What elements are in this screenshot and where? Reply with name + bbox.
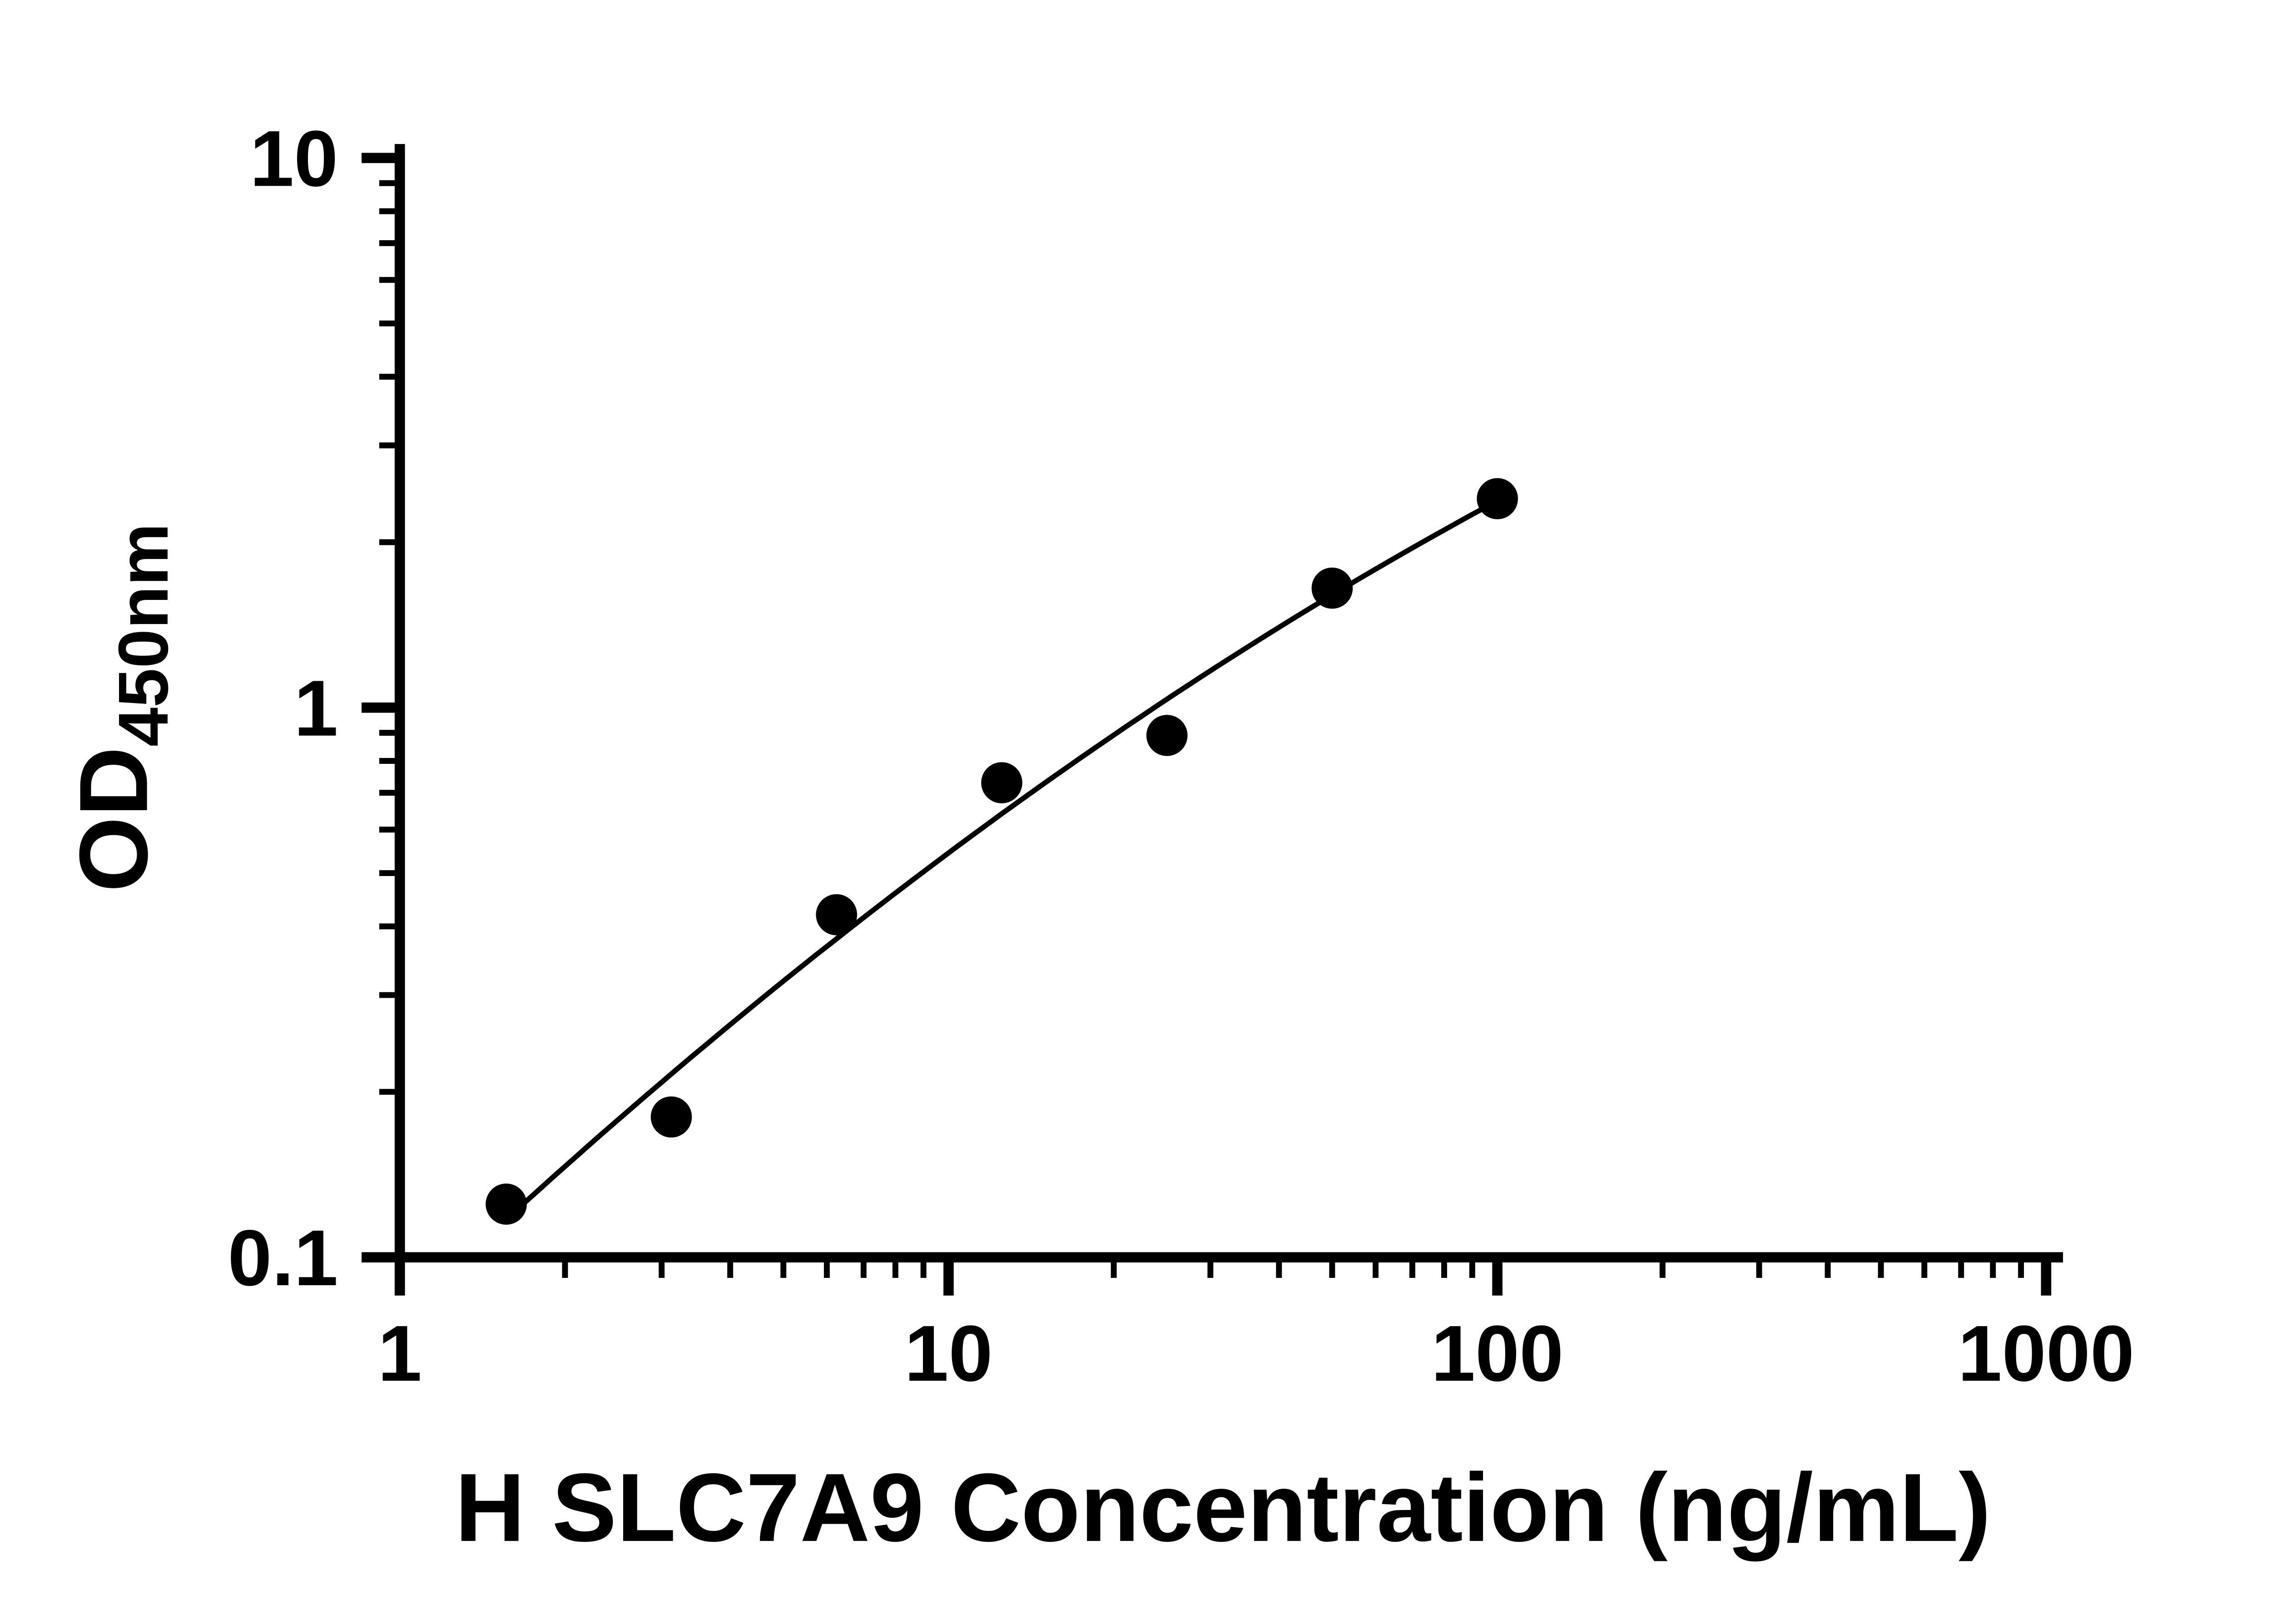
elisa-standard-curve-chart: 1 10 100 1000 0.1 1 10 H SLC7A9 Concentration… [0,10,2271,1614]
y-tick-label: 1 [294,664,338,753]
y-axis-tick-labels: 0.1 1 10 [228,114,338,1302]
y-axis-title-main: OD [60,747,168,892]
data-point [486,1183,527,1225]
data-point [981,762,1022,803]
x-tick-label: 10 [904,1309,992,1398]
x-axis-tick-labels: 1 10 100 1000 [378,1309,2135,1398]
x-tick-label: 1000 [1958,1309,2134,1398]
y-tick-label: 10 [250,114,338,203]
data-point [1477,478,1518,520]
y-axis-title: OD450nm [60,523,183,892]
data-points [486,478,1518,1225]
data-point [1146,715,1188,756]
data-point [650,1096,692,1138]
y-tick-label: 0.1 [228,1214,338,1302]
y-axis-title-subscript: 450nm [104,523,183,747]
x-axis-ticks [394,1257,2052,1296]
x-tick-label: 100 [1431,1309,1564,1398]
chart-canvas: 1 10 100 1000 0.1 1 10 H SLC7A9 Concentration… [0,10,2271,1614]
y-axis-ticks [362,153,400,1263]
x-axis-title: H SLC7A9 Concentration (ng/mL) [455,1454,1991,1562]
x-tick-label: 1 [378,1309,422,1398]
data-point [1311,567,1353,609]
data-point [816,894,858,936]
